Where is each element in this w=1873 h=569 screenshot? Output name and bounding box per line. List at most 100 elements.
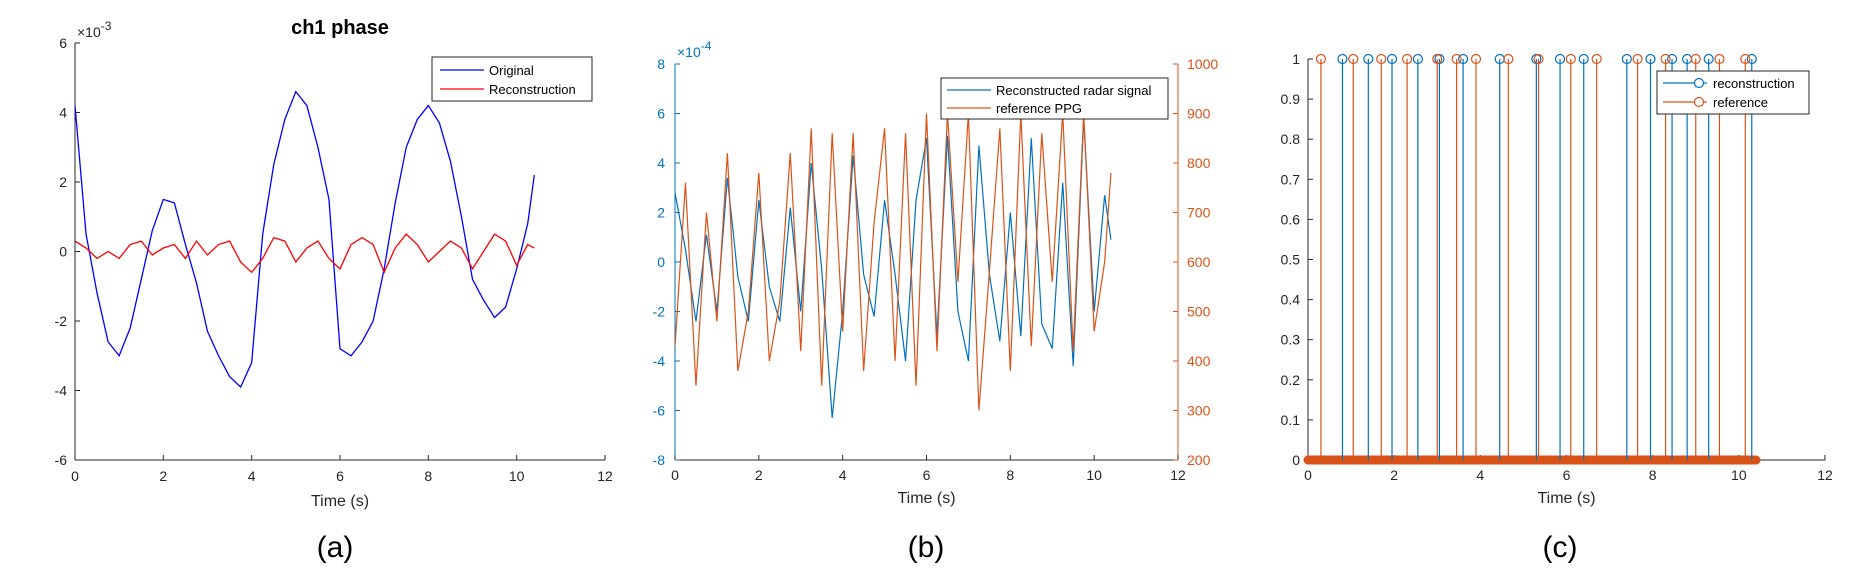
y-tick-label: 1 — [1292, 51, 1300, 67]
x-tick-label: 2 — [755, 467, 763, 483]
right-y-tick-label: 600 — [1187, 254, 1211, 270]
x-tick-label: 12 — [597, 468, 613, 484]
y-exponent: -4 — [701, 39, 712, 53]
x-tick-label: 8 — [1006, 467, 1014, 483]
stem-marker — [1565, 53, 1576, 65]
x-tick-label: 8 — [1649, 467, 1657, 483]
legend-marker — [1693, 77, 1705, 89]
panel-c: 0 2 4 6 8 10 12 0 0.1 0.2 0.3 0.4 0.5 0.6 0.7 0.8 0.9 1 Ti… — [1281, 51, 1833, 564]
stem-marker — [1412, 53, 1423, 65]
stem-marker — [1554, 53, 1566, 65]
legend-label: Reconstructed radar signal — [996, 83, 1151, 98]
stem-marker — [1632, 53, 1643, 65]
legend-box — [1656, 70, 1810, 115]
right-y-tick-label: 900 — [1187, 106, 1211, 122]
stem-marker — [1746, 53, 1757, 65]
legend-label: reference — [1713, 95, 1768, 110]
legend-marker — [1693, 96, 1705, 108]
y-tick-label: 0.8 — [1281, 131, 1301, 147]
legend-label: reference PPG — [996, 101, 1082, 116]
left-y-tick-label: 6 — [657, 106, 665, 122]
x-tick-label: 10 — [1086, 467, 1102, 483]
stem-marker — [1690, 53, 1701, 65]
stem-marker — [1740, 53, 1751, 65]
y-exponent: -3 — [101, 19, 112, 33]
legend-label: Original — [489, 63, 534, 78]
stem-marker — [1645, 53, 1656, 65]
y-tick-label: 0.4 — [1281, 292, 1301, 308]
x-tick-label: 8 — [424, 468, 432, 484]
x-axis-label: Time (s) — [897, 490, 955, 507]
stem-marker — [1457, 53, 1469, 65]
x-axis-label: Time (s) — [1537, 490, 1595, 507]
right-y-tick-label: 400 — [1187, 353, 1211, 369]
series-line-original — [75, 90, 535, 389]
left-y-tick-label: -2 — [653, 304, 666, 320]
x-tick-label: 6 — [1563, 467, 1571, 483]
x-tick-label: 6 — [923, 467, 931, 483]
y-tick-label: 0.7 — [1281, 171, 1301, 187]
left-y-tick-label: 2 — [657, 205, 665, 221]
y-tick-label: -6 — [55, 452, 68, 468]
y-tick-label: 0.9 — [1281, 91, 1301, 107]
y-tick-label: -2 — [55, 313, 68, 329]
stem-marker — [1376, 53, 1387, 65]
legend-box — [431, 56, 593, 102]
x-tick-label: 12 — [1817, 467, 1833, 483]
y-tick-label: 0.3 — [1281, 332, 1301, 348]
right-y-tick-label: 300 — [1187, 403, 1211, 419]
legend-label: reconstruction — [1713, 76, 1795, 91]
stem-marker — [1703, 53, 1714, 65]
stem-marker — [1470, 53, 1482, 65]
legend-label: Reconstruction — [489, 82, 576, 97]
right-y-tick-label: 800 — [1187, 155, 1211, 171]
stem-marker — [1666, 53, 1678, 65]
y-tick-label: 0.6 — [1281, 211, 1301, 227]
stem-marker — [1363, 53, 1374, 65]
y-tick-label: 6 — [59, 35, 67, 51]
left-y-tick-label: -6 — [653, 403, 666, 419]
stem-marker — [1578, 53, 1589, 65]
x-tick-label: 10 — [509, 468, 525, 484]
y-multiplier: ×10 — [677, 44, 701, 60]
series-line-reconstruction — [75, 233, 535, 275]
x-tick-label: 0 — [671, 467, 679, 483]
x-tick-label: 4 — [1476, 467, 1484, 483]
y-tick-label: 0.5 — [1281, 252, 1301, 268]
y-tick-label: -4 — [55, 383, 68, 399]
stem-marker — [1660, 53, 1671, 65]
chart-title: ch1 phase — [291, 17, 389, 39]
right-y-tick-label: 1000 — [1187, 56, 1218, 72]
stem-marker — [1401, 53, 1413, 65]
left-y-tick-label: -8 — [653, 452, 666, 468]
y-tick-label: 0 — [1292, 452, 1300, 468]
left-y-tick-label: -4 — [653, 353, 666, 369]
stem-marker — [1533, 53, 1544, 65]
right-y-tick-label: 200 — [1187, 452, 1211, 468]
stem-marker — [1386, 53, 1398, 65]
stem-marker — [1451, 53, 1462, 65]
x-tick-label: 12 — [1170, 467, 1186, 483]
x-tick-label: 6 — [336, 468, 344, 484]
stem-marker — [1591, 53, 1602, 65]
panel-b: 0 2 4 6 8 10 12 -8 -6 -4 -2 0 2 4 6 8 200 300 400 500 600 700… — [653, 39, 1219, 564]
stem-marker — [1337, 53, 1348, 65]
x-tick-label: 10 — [1731, 467, 1747, 483]
right-y-tick-label: 500 — [1187, 304, 1211, 320]
x-tick-label: 4 — [839, 467, 847, 483]
x-tick-label: 4 — [248, 468, 256, 484]
y-tick-label: 4 — [59, 105, 67, 121]
stem-marker — [1503, 53, 1514, 65]
series-line-radar — [675, 118, 1112, 418]
stem-marker — [1714, 53, 1725, 65]
x-tick-label: 0 — [71, 468, 79, 484]
series-line-ppg — [675, 113, 1112, 411]
panel-caption: (c) — [1543, 531, 1578, 564]
y-tick-label: 0.1 — [1281, 412, 1301, 428]
x-tick-label: 2 — [159, 468, 167, 484]
panel-caption: (b) — [908, 531, 945, 564]
x-axis-label: Time (s) — [311, 493, 369, 510]
left-y-tick-label: 8 — [657, 56, 665, 72]
y-tick-label: 0.2 — [1281, 372, 1301, 388]
